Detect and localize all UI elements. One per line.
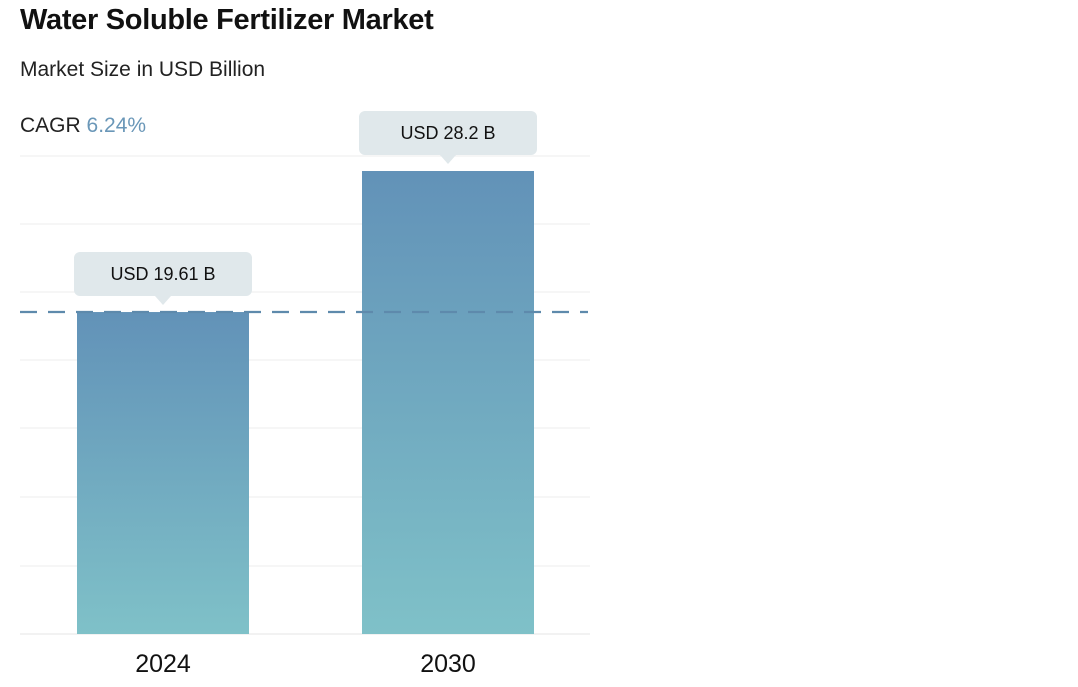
- cagr-line: CAGR 6.24%: [20, 114, 146, 138]
- chart-subtitle: Market Size in USD Billion: [20, 58, 266, 81]
- x-axis-ticks: 2024 2030: [135, 650, 476, 678]
- bar-2024: [77, 312, 249, 634]
- chart-title: Water Soluble Fertilizer Market: [20, 4, 434, 36]
- bar-2030: [362, 171, 534, 634]
- x-tick-2024: 2024: [135, 650, 191, 678]
- data-labels: USD 19.61 B USD 28.2 B: [74, 111, 537, 306]
- data-label-text: USD 28.2 B: [400, 123, 495, 143]
- x-tick-2030: 2030: [420, 650, 476, 678]
- cagr-label: CAGR: [20, 114, 81, 137]
- callout-pointer: [155, 296, 171, 306]
- callout-pointer: [440, 155, 456, 164]
- callout-box: [359, 111, 537, 155]
- data-label-text: USD 19.61 B: [110, 264, 215, 284]
- bars: [77, 171, 534, 634]
- data-label-2024: USD 19.61 B: [74, 252, 252, 306]
- callout-box: [74, 252, 252, 297]
- cagr-value: 6.24%: [86, 114, 147, 137]
- data-label-2030: USD 28.2 B: [359, 111, 537, 164]
